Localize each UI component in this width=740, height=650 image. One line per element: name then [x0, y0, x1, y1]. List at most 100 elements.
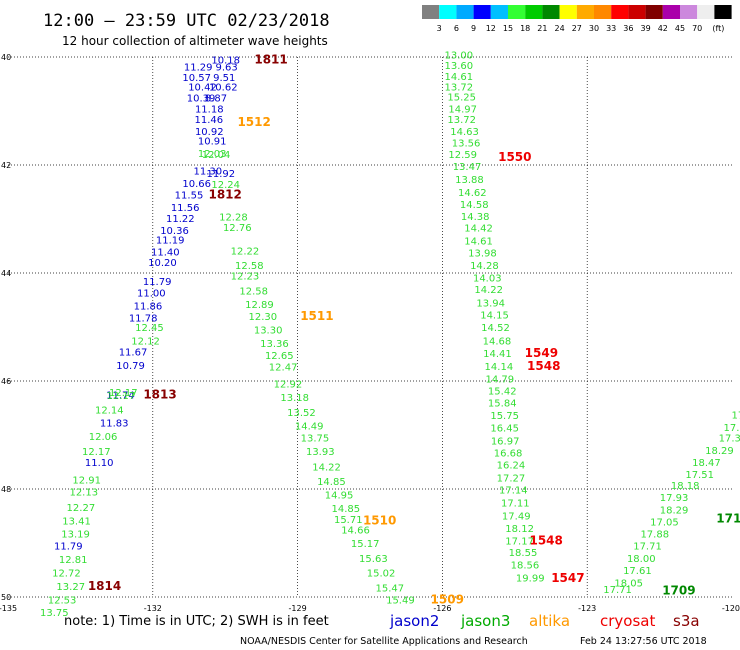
swh-value-jason3: 14.79	[486, 374, 515, 385]
pass-time-jason3: 1709	[662, 584, 695, 598]
swh-value-jason2: 11.56	[171, 203, 200, 214]
swh-value-jason3: 13.36	[260, 339, 289, 350]
chart-subtitle: 12 hour collection of altimeter wave hei…	[62, 34, 328, 48]
colorbar-swatch	[473, 5, 491, 19]
plot-grid	[8, 56, 732, 598]
swh-value-jason3: 16.97	[491, 436, 520, 447]
colorbar-label: 6	[454, 24, 459, 33]
swh-value-jason3: 12.17	[107, 391, 136, 402]
swh-value-jason3: 12.03	[198, 149, 227, 160]
swh-value-jason3: 18.29	[660, 506, 689, 517]
swh-value-jason3: 17.34	[719, 434, 740, 445]
swh-value-jason3: 17.05	[650, 517, 679, 528]
swh-value-jason3: 13.88	[455, 175, 484, 186]
swh-value-jason3: 14.14	[485, 362, 514, 373]
swh-value-jason3: 12.22	[231, 246, 260, 257]
colorbar-swatch	[559, 5, 577, 19]
swh-value-jason2: 10.66	[182, 179, 211, 190]
colorbar-swatch	[680, 5, 698, 19]
swh-value-jason3: 14.58	[460, 200, 489, 211]
swh-value-jason2: 11.74	[106, 391, 135, 402]
swh-value-jason3: 13.30	[254, 326, 283, 337]
swh-value-jason2: 11.22	[166, 214, 195, 225]
satellite-legend: jason2 jason3 altika cryosat s3a	[389, 612, 700, 630]
swh-value-jason3: 12.30	[249, 312, 278, 323]
swh-value-jason3: 14.22	[474, 285, 503, 296]
colorbar-swatch	[456, 5, 474, 19]
colorbar-swatch	[490, 5, 508, 19]
swh-value-jason3: 12.65	[265, 351, 294, 362]
swh-value-jason3: 14.52	[481, 323, 510, 334]
colorbar-label: 39	[641, 24, 651, 33]
colorbar-label: (ft)	[712, 24, 724, 33]
colorbar-label: 15	[503, 24, 513, 33]
swh-value-jason3: 13.60	[444, 61, 473, 72]
colorbar-swatch	[439, 5, 457, 19]
x-tick-label: -123	[578, 604, 596, 613]
swh-value-jason3: 12.89	[245, 300, 274, 311]
swh-value-jason3: 12.58	[239, 286, 268, 297]
pass-time-altika: 1510	[363, 513, 396, 527]
legend-jason3: jason3	[460, 612, 510, 630]
swh-value-jason3: 13.19	[61, 529, 90, 540]
colorbar-swatch	[628, 5, 646, 19]
swh-value-jason2: 10.92	[195, 127, 224, 138]
pass-time-s3a: 1813	[143, 388, 176, 402]
swh-value-jason3: 18.12	[505, 524, 534, 535]
swh-value-jason2: 11.79	[143, 277, 172, 288]
swh-value-jason3: 12.28	[219, 212, 248, 223]
colorbar-label: 18	[520, 24, 530, 33]
swh-value-jason3: 13.41	[62, 516, 91, 527]
swh-value-jason2: 11.40	[151, 247, 180, 258]
swh-value-jason2: 11.18	[195, 104, 224, 115]
colorbar-swatch	[594, 5, 612, 19]
swh-value-jason3: 18.05	[614, 578, 643, 589]
pass-time-labels: 1811 1812 1813 1814 1512 1511 1510 1509 1550 1549…	[88, 53, 740, 607]
swh-value-jason3: 18.56	[511, 561, 540, 572]
swh-value-jason3: 17.11	[501, 499, 530, 510]
swh-data-points: 10.1811.29 9.63 10.57 9.5110.4210.6210.398.…	[40, 50, 740, 619]
colorbar-swatch	[714, 5, 732, 19]
x-tick-label: -126	[433, 604, 451, 613]
credit-text: NOAA/NESDIS Center for Satellite Applica…	[240, 636, 528, 647]
swh-value-jason3: 15.75	[490, 411, 519, 422]
swh-value-jason3: 18.00	[627, 554, 656, 565]
swh-value-jason2: 10.79	[116, 361, 145, 372]
swh-value-jason2: 11.00	[137, 288, 166, 299]
swh-value-jason3: 13.75	[301, 434, 330, 445]
swh-value-jason3: 13.56	[452, 138, 481, 149]
swh-value-jason3: 13.93	[306, 447, 335, 458]
swh-value-jason3: 12.45	[135, 323, 164, 334]
swh-value-jason3: 13.52	[287, 408, 316, 419]
swh-value-jason2: 10.18	[211, 56, 240, 67]
swh-value-jason3: 12.13	[69, 488, 98, 499]
x-tick-label: -129	[289, 604, 307, 613]
swh-value-jason3: 17.88	[640, 529, 669, 540]
swh-value-jason2: 11.10	[85, 458, 114, 469]
swh-value-jason3: 16.45	[490, 423, 519, 434]
swh-value-jason3: 14.85	[317, 477, 346, 488]
swh-value-jason3: 17.17	[505, 536, 534, 547]
x-tick-label: -135	[0, 604, 17, 613]
x-tick-label: -132	[144, 604, 162, 613]
legend-s3a: s3a	[673, 612, 700, 630]
swh-value-jason3: 15.63	[359, 554, 388, 565]
legend-altika: altika	[529, 612, 570, 630]
y-tick-label: 44	[1, 269, 11, 278]
swh-value-jason3: 13.18	[280, 393, 309, 404]
swh-value-jason3: 12.59	[448, 150, 477, 161]
swh-value-jason3: 15.47	[375, 583, 404, 594]
swh-value-jason3: 17.71	[633, 542, 662, 553]
swh-value-jason3: 15.49	[386, 596, 415, 607]
colorbar-label: 3	[437, 24, 442, 33]
swh-value-jason3: 14.22	[312, 462, 341, 473]
y-tick-label: 42	[1, 161, 11, 170]
colorbar-swatch	[645, 5, 663, 19]
swh-value-jason3: 18.29	[705, 446, 734, 457]
colorbar-swatch	[576, 5, 594, 19]
colorbar-swatch	[422, 5, 440, 19]
swh-value-jason2: 10.62	[209, 83, 238, 94]
swh-value-jason3: 15.42	[488, 387, 517, 398]
swh-value-jason2: 11.92	[207, 169, 236, 180]
